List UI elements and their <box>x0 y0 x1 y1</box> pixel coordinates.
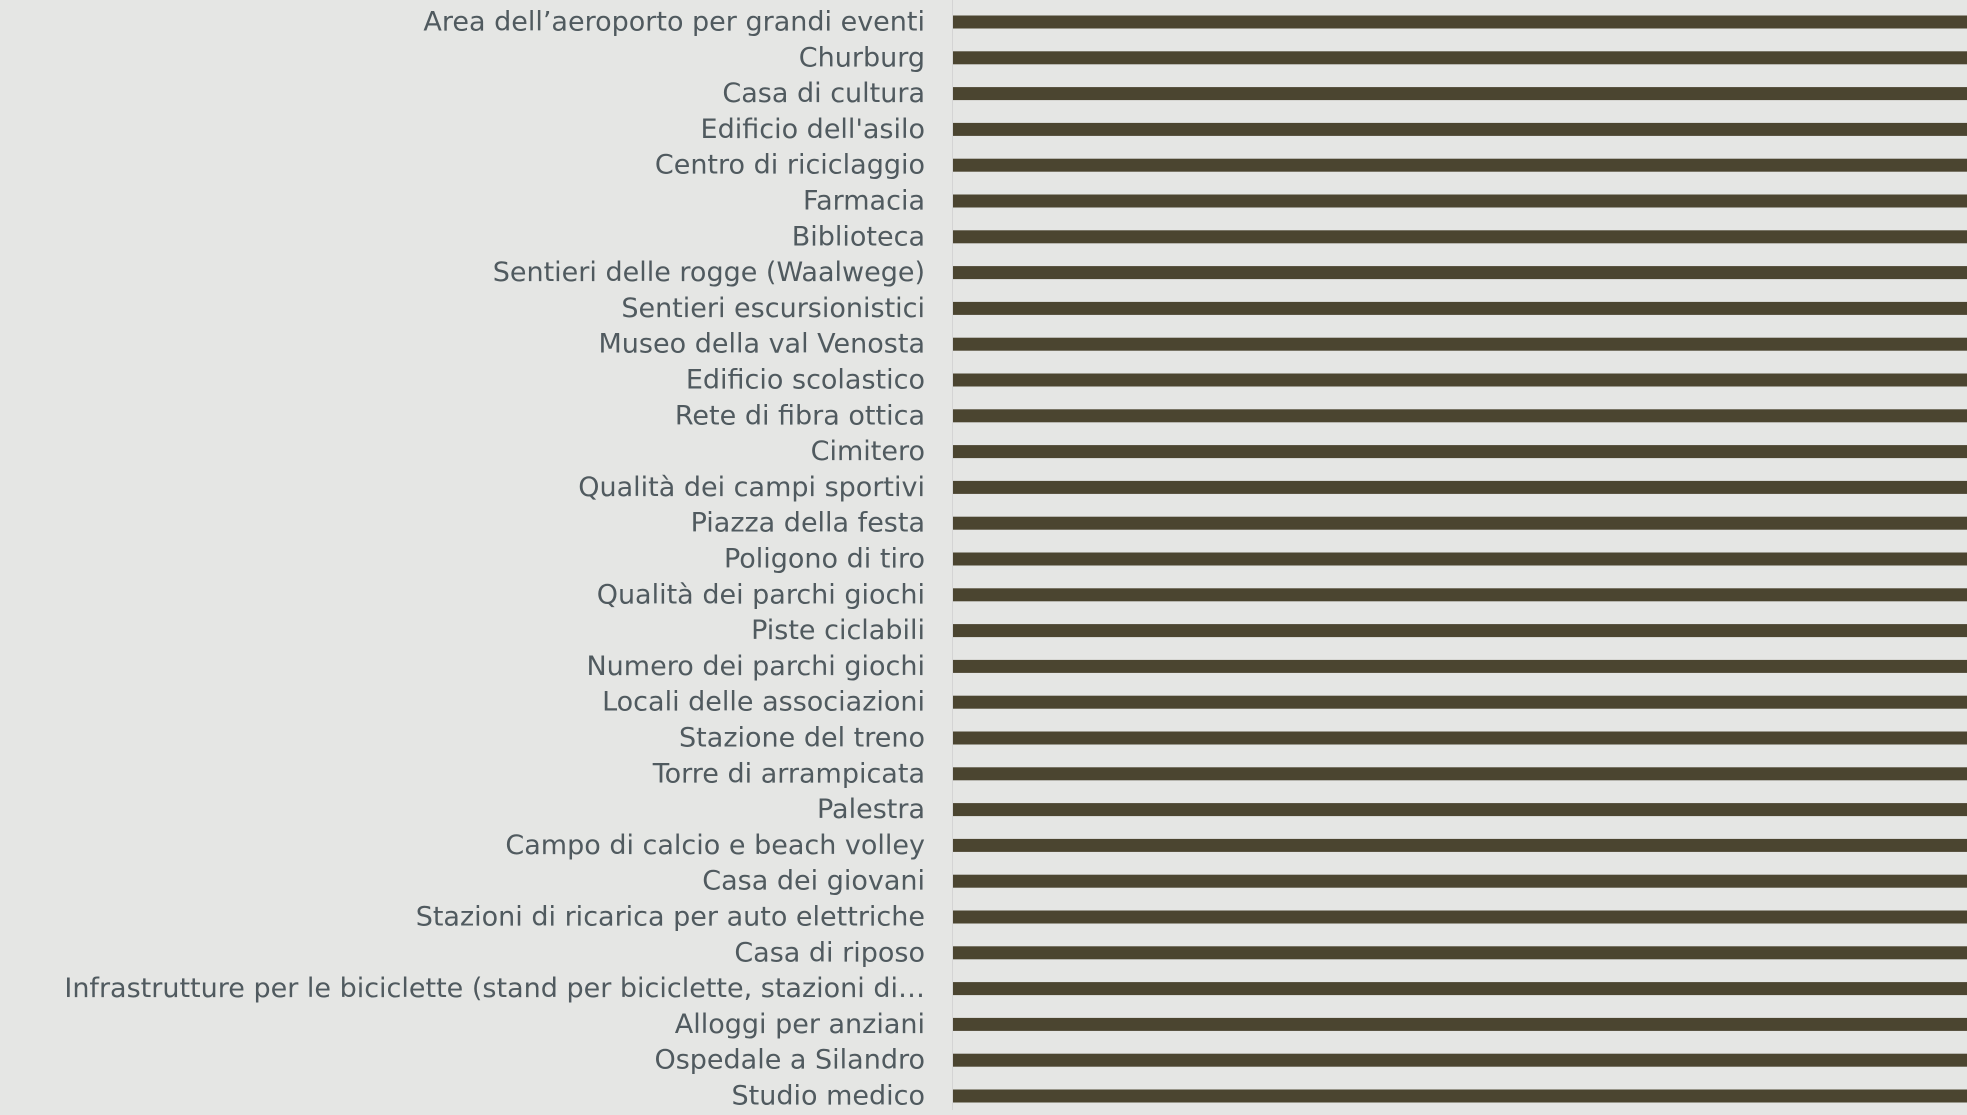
category-label: Qualità dei parchi giochi <box>597 579 925 610</box>
bar <box>953 51 1967 65</box>
bar <box>953 15 1967 29</box>
bar <box>953 767 1967 781</box>
bar <box>953 337 1967 351</box>
bar <box>953 695 1967 709</box>
category-label: Rete di fibra ottica <box>675 400 925 431</box>
category-label: Infrastrutture per le biciclette (stand … <box>64 973 925 1004</box>
category-label: Qualità dei campi sportivi <box>578 472 925 503</box>
bar <box>953 516 1967 530</box>
bar <box>953 301 1967 315</box>
bar <box>953 910 1967 924</box>
bar <box>953 874 1967 888</box>
category-label: Area dell’aeroporto per grandi eventi <box>423 7 925 38</box>
category-label: Edificio scolastico <box>686 365 925 396</box>
category-label: Locali delle associazioni <box>602 687 925 718</box>
bar <box>953 659 1967 673</box>
bar <box>953 1089 1967 1103</box>
bar <box>953 803 1967 817</box>
bars-layer <box>953 15 1967 1103</box>
category-labels-layer: Area dell’aeroporto per grandi eventi Chu… <box>64 7 926 1112</box>
bar <box>953 409 1967 423</box>
category-label: Centro di riciclaggio <box>655 150 925 181</box>
category-label: Studio medico <box>732 1081 926 1111</box>
category-label: Sentieri escursionistici <box>621 293 925 324</box>
category-label: Ospedale a Silandro <box>654 1045 925 1076</box>
category-label: Piazza della festa <box>691 508 925 539</box>
category-label: Churburg <box>799 42 925 73</box>
category-label: Casa di cultura <box>722 78 925 109</box>
bar <box>953 194 1967 208</box>
bar <box>953 445 1967 459</box>
bar <box>953 731 1967 745</box>
category-label: Edificio dell'asilo <box>701 114 925 145</box>
category-label: Farmacia <box>803 186 925 217</box>
bar <box>953 158 1967 172</box>
bar <box>953 122 1967 136</box>
bar <box>953 552 1967 566</box>
category-label: Piste ciclabili <box>751 615 925 646</box>
bar <box>953 982 1967 996</box>
category-label: Stazioni di ricarica per auto elettriche <box>416 902 925 933</box>
bar <box>953 838 1967 852</box>
bar <box>953 230 1967 244</box>
category-label: Biblioteca <box>792 221 925 252</box>
bar <box>953 266 1967 280</box>
category-label: Cimitero <box>811 436 925 467</box>
category-label: Alloggi per anziani <box>675 1009 925 1040</box>
bar <box>953 1017 1967 1031</box>
bar <box>953 624 1967 638</box>
bar <box>953 1053 1967 1067</box>
bar <box>953 87 1967 101</box>
category-label: Casa di riposo <box>734 937 925 968</box>
bar <box>953 480 1967 494</box>
category-label: Campo di calcio e beach volley <box>505 830 925 861</box>
category-label: Poligono di tiro <box>724 544 925 575</box>
bar <box>953 373 1967 387</box>
bar <box>953 946 1967 960</box>
category-label: Palestra <box>817 794 925 825</box>
category-label: Museo della val Venosta <box>599 329 926 360</box>
category-label: Casa dei giovani <box>702 866 925 897</box>
category-label: Sentieri delle rogge (Waalwege) <box>493 257 925 288</box>
category-label: Stazione del treno <box>679 723 925 754</box>
category-label: Numero dei parchi giochi <box>586 651 925 682</box>
bar <box>953 588 1967 602</box>
category-label: Torre di arrampicata <box>652 758 925 789</box>
